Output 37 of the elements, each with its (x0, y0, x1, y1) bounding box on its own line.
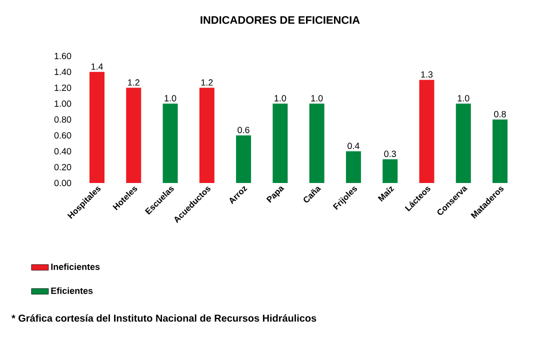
bar (492, 120, 508, 183)
data-label: 1.2 (128, 79, 140, 86)
y-tick-label: 0.20 (54, 164, 72, 170)
text: * Gráfica cortesía del Instituto Nacional de Recursos Hidráulicos (12, 314, 316, 322)
bar (89, 72, 104, 183)
data-label: 1.3 (421, 71, 433, 78)
y-tick-label: 1.40 (54, 68, 72, 76)
data-label: 1.0 (311, 95, 323, 102)
data-label: 1.0 (164, 95, 176, 102)
y-tick-label: 1.00 (54, 100, 72, 107)
bar (126, 88, 142, 183)
data-label: 1.2 (201, 79, 213, 86)
bar (272, 104, 288, 183)
bar (419, 80, 434, 183)
data-label: 1.0 (274, 95, 286, 102)
bar (382, 159, 398, 183)
bar (346, 151, 361, 183)
chart-title: INDICADORES DE EFICIENCIA (200, 16, 360, 24)
data-label: 0.6 (238, 126, 250, 134)
data-label: 0.8 (494, 110, 506, 118)
y-tick-label: 1.20 (54, 84, 72, 91)
data-label: 1.0 (458, 95, 470, 102)
data-label: 1.4 (91, 64, 103, 70)
data-label: 0.4 (348, 142, 360, 150)
bar (162, 104, 178, 183)
bar (236, 135, 252, 183)
y-tick-label: 1.60 (54, 52, 72, 60)
bar (199, 88, 214, 183)
data-label: 0.3 (384, 150, 396, 157)
bar (309, 104, 324, 183)
y-tick-label: 0.00 (54, 180, 72, 186)
y-tick-label: 0.40 (54, 148, 72, 154)
bar (456, 104, 471, 183)
y-tick-label: 0.60 (54, 132, 72, 139)
y-tick-label: 0.80 (54, 116, 72, 123)
legend-label: Ineficientes (51, 263, 100, 270)
legend-label: Eficientes (51, 287, 93, 294)
